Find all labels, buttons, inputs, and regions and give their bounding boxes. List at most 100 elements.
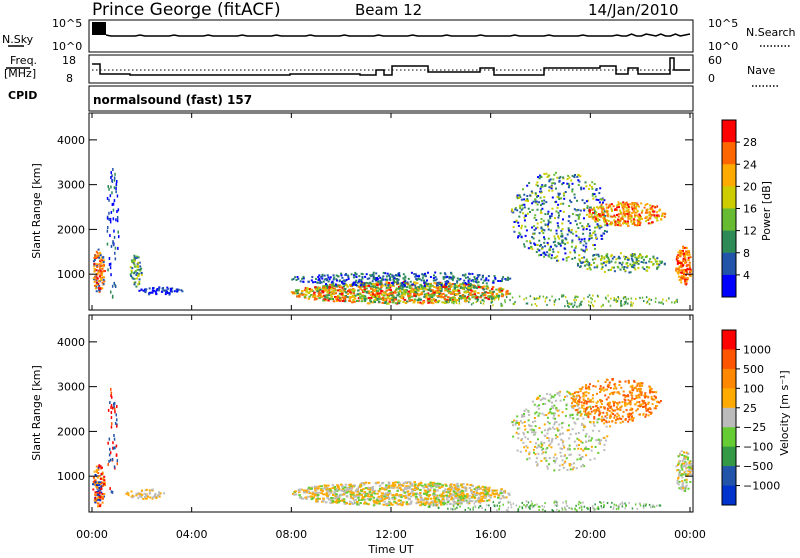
data-cell bbox=[617, 224, 619, 226]
data-cell bbox=[633, 207, 635, 209]
data-cell bbox=[523, 413, 525, 415]
data-cell bbox=[575, 299, 577, 301]
data-cell bbox=[432, 482, 435, 484]
data-cell bbox=[561, 427, 563, 429]
data-cell bbox=[467, 501, 470, 503]
data-cell bbox=[296, 279, 298, 281]
data-cell bbox=[648, 261, 650, 263]
data-cell bbox=[96, 290, 98, 292]
data-cell bbox=[581, 424, 583, 426]
data-cell bbox=[628, 206, 630, 208]
data-cell bbox=[529, 457, 531, 459]
data-cell bbox=[460, 502, 463, 504]
data-cell bbox=[470, 289, 473, 291]
data-cell bbox=[639, 389, 641, 391]
data-cell bbox=[642, 406, 644, 408]
data-cell bbox=[500, 490, 503, 492]
data-cell bbox=[487, 279, 489, 281]
data-cell bbox=[636, 258, 638, 260]
data-cell bbox=[360, 490, 363, 492]
data-cell bbox=[568, 454, 570, 456]
data-cell bbox=[631, 206, 633, 208]
data-cell bbox=[372, 280, 374, 282]
data-cell bbox=[541, 218, 543, 220]
data-cell bbox=[595, 405, 597, 407]
data-cell bbox=[528, 414, 530, 416]
data-cell bbox=[414, 285, 416, 287]
data-cell bbox=[378, 503, 381, 505]
data-cell bbox=[593, 410, 595, 412]
data-cell bbox=[540, 176, 542, 178]
data-cell bbox=[550, 229, 552, 231]
data-cell bbox=[537, 464, 539, 466]
data-cell bbox=[478, 500, 481, 502]
data-cell bbox=[429, 485, 432, 487]
colorbar-tick-label: 24 bbox=[743, 158, 757, 171]
data-cell bbox=[688, 469, 690, 471]
data-cell bbox=[459, 303, 461, 305]
data-cell bbox=[631, 255, 633, 257]
data-cell bbox=[113, 203, 115, 206]
data-cell bbox=[399, 287, 402, 289]
data-cell bbox=[446, 276, 448, 278]
data-cell bbox=[680, 281, 682, 283]
data-cell bbox=[346, 286, 349, 288]
data-cell bbox=[585, 246, 587, 248]
data-cell bbox=[421, 285, 423, 287]
data-cell bbox=[626, 202, 628, 204]
data-cell bbox=[102, 268, 104, 270]
data-cell bbox=[107, 197, 109, 200]
data-cell bbox=[419, 489, 422, 491]
data-cell bbox=[562, 464, 564, 466]
data-cell bbox=[298, 494, 301, 496]
data-cell bbox=[460, 297, 462, 299]
data-cell bbox=[607, 295, 609, 297]
data-cell bbox=[376, 298, 379, 300]
data-cell bbox=[646, 203, 648, 205]
data-cell bbox=[566, 183, 568, 185]
data-cell bbox=[520, 451, 522, 453]
data-cell bbox=[376, 295, 379, 297]
data-cell bbox=[348, 278, 350, 280]
data-cell bbox=[529, 425, 531, 427]
data-cell bbox=[580, 390, 582, 392]
data-cell bbox=[158, 491, 160, 493]
data-cell bbox=[364, 501, 367, 503]
data-cell bbox=[648, 266, 650, 268]
data-cell bbox=[541, 208, 543, 210]
data-cell bbox=[538, 249, 540, 251]
data-cell bbox=[422, 487, 425, 489]
data-cell bbox=[395, 302, 398, 304]
data-cell bbox=[620, 203, 622, 205]
data-cell bbox=[361, 494, 364, 496]
data-cell bbox=[493, 493, 496, 495]
data-cell bbox=[552, 251, 554, 253]
data-cell bbox=[557, 225, 559, 227]
data-cell bbox=[420, 482, 423, 484]
data-cell bbox=[631, 298, 633, 300]
data-cell bbox=[531, 246, 533, 248]
data-cell bbox=[610, 392, 612, 394]
data-cell bbox=[407, 281, 409, 283]
data-cell bbox=[583, 250, 585, 252]
data-cell bbox=[574, 448, 576, 450]
data-cell bbox=[94, 268, 96, 270]
data-cell bbox=[690, 269, 692, 271]
data-cell bbox=[115, 190, 117, 193]
data-cell bbox=[528, 247, 530, 249]
data-cell bbox=[110, 291, 112, 294]
data-cell bbox=[560, 400, 562, 402]
data-cell bbox=[442, 296, 445, 298]
data-cell bbox=[558, 181, 560, 183]
data-cell bbox=[587, 398, 589, 400]
data-cell bbox=[469, 298, 471, 300]
data-cell bbox=[111, 416, 113, 419]
data-cell bbox=[386, 275, 388, 277]
data-cell bbox=[96, 251, 98, 253]
data-cell bbox=[640, 384, 642, 386]
data-cell bbox=[566, 391, 568, 393]
data-cell bbox=[358, 499, 361, 501]
data-cell bbox=[579, 242, 581, 244]
colorbar-segment bbox=[722, 120, 736, 143]
data-cell bbox=[336, 500, 339, 502]
